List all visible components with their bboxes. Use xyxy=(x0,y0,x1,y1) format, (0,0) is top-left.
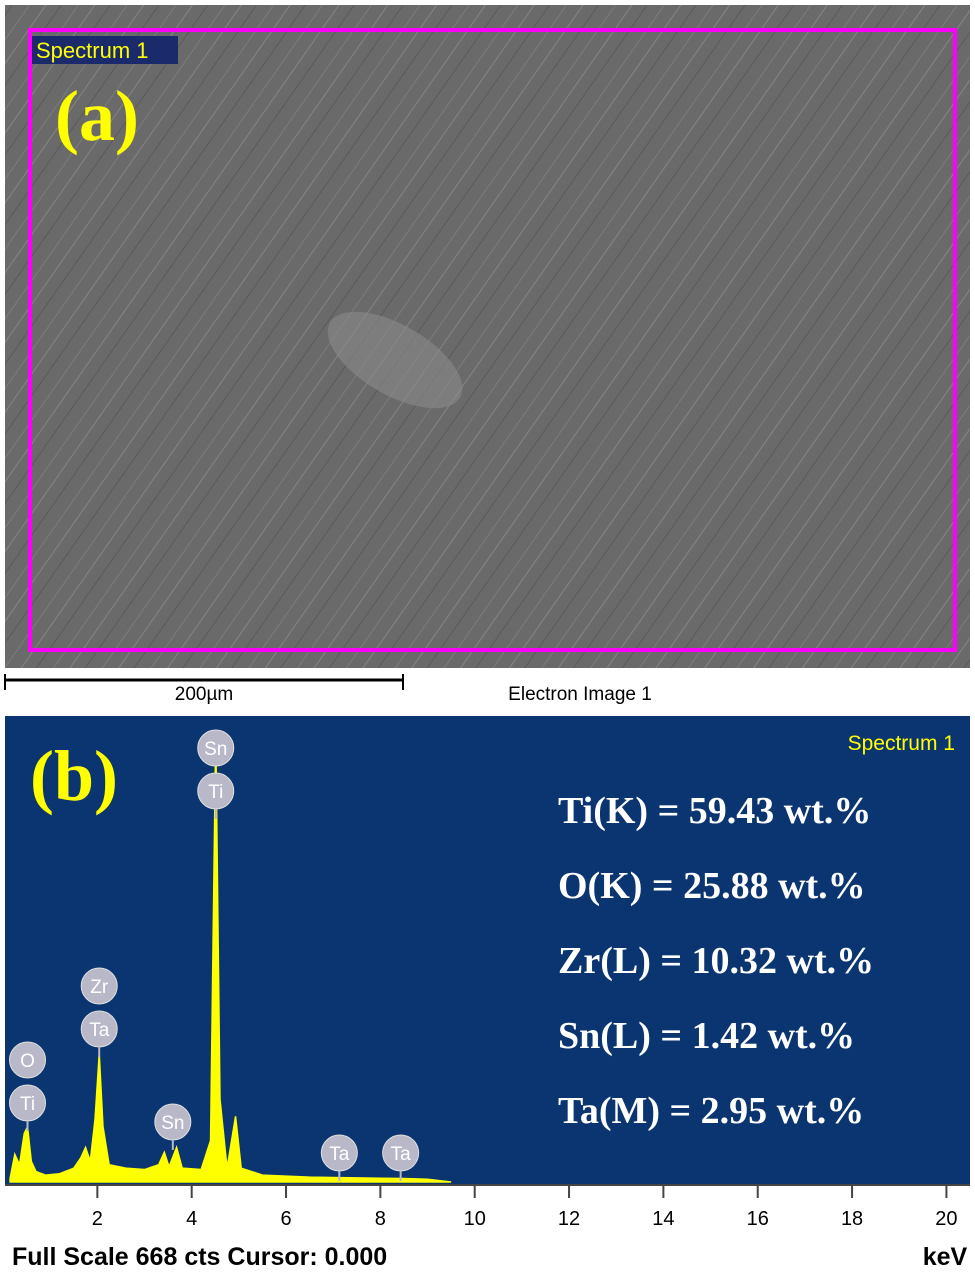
composition: Ti(K) = 59.43 wt.% xyxy=(558,790,871,832)
peak-marker xyxy=(9,1041,47,1079)
x-tick-label: 4 xyxy=(186,1208,197,1230)
peak-label: Sn xyxy=(204,739,227,760)
x-tick-label: 14 xyxy=(652,1208,674,1230)
footer: Full Scale 668 cts Cursor: 0.000 xyxy=(12,1243,387,1271)
peak-label: Ti xyxy=(20,1094,35,1115)
scale-bar-label: 200µm xyxy=(175,684,233,705)
peak-label: Ta xyxy=(329,1144,350,1165)
panel-label: (b) xyxy=(30,736,118,816)
x-tick-label: 16 xyxy=(747,1208,769,1230)
composition: Zr(L) = 10.32 wt.% xyxy=(558,940,874,982)
surface-feature xyxy=(327,311,463,409)
region-label: Spectrum 1 xyxy=(36,38,149,63)
x-tick-label: 18 xyxy=(841,1208,863,1230)
peak-label: O xyxy=(20,1051,35,1072)
sem-image xyxy=(5,5,970,668)
panel-label: (a) xyxy=(55,76,139,156)
x-tick-label: 6 xyxy=(280,1208,291,1230)
x-axis-label: keV xyxy=(923,1243,968,1271)
composition: Ta(M) = 2.95 wt.% xyxy=(558,1090,864,1132)
composition: O(K) = 25.88 wt.% xyxy=(558,865,866,907)
region-label-bg xyxy=(32,36,178,64)
peak-marker xyxy=(80,967,118,1005)
peak-label: Ta xyxy=(391,1144,412,1165)
image-caption: Electron Image 1 xyxy=(508,684,652,705)
x-tick-label: 20 xyxy=(935,1208,957,1230)
composition: Sn(L) = 1.42 wt.% xyxy=(558,1015,855,1057)
peak-label: Ta xyxy=(89,1020,110,1041)
peak-label: Zr xyxy=(90,977,109,998)
x-tick-label: 2 xyxy=(92,1208,103,1230)
peak-label: Ti xyxy=(208,782,223,803)
peak-marker xyxy=(197,729,235,767)
peak-label: Sn xyxy=(161,1113,184,1134)
spectrum-area xyxy=(9,732,452,1183)
x-tick-label: 10 xyxy=(464,1208,486,1230)
spectrum-title: Spectrum 1 xyxy=(848,732,955,755)
x-tick-label: 8 xyxy=(375,1208,386,1230)
region-box xyxy=(28,28,957,652)
x-tick-label: 12 xyxy=(558,1208,580,1230)
